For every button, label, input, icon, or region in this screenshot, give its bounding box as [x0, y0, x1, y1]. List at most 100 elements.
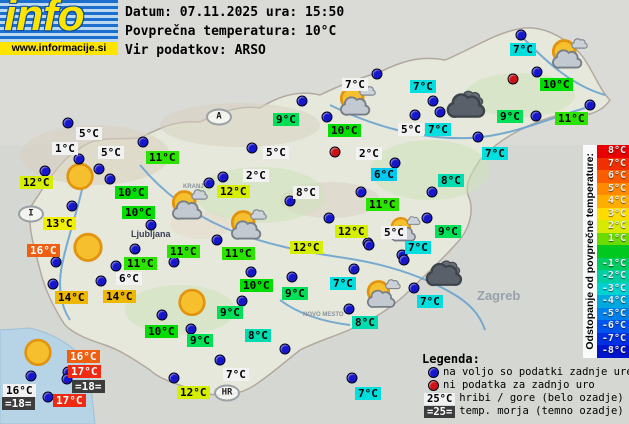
- blue-station-dot-icon: [371, 68, 383, 80]
- station-temp-label: 7°C: [482, 147, 508, 160]
- scale-band: -3°C: [597, 282, 629, 296]
- blue-station-dot-icon: [156, 309, 168, 321]
- blue-station-dot-icon: [217, 171, 229, 183]
- station-temp-label: 9°C: [217, 306, 243, 319]
- date-line: Datum: 07.11.2025 ura: 15:50: [125, 5, 345, 20]
- blue-station-dot-icon: [104, 173, 116, 185]
- sun-icon: [72, 231, 104, 263]
- blue-station-dot-icon: [343, 303, 355, 315]
- station-temp-label: 7°C: [223, 368, 249, 381]
- sun-icon: [177, 287, 207, 317]
- station-temp-label: 16°C: [67, 350, 100, 363]
- city-label: KRANJ: [183, 184, 204, 190]
- station-temp-label: 12°C: [217, 185, 250, 198]
- sun-cloud-icon: [546, 37, 590, 73]
- scale-band: 2°C: [597, 220, 629, 233]
- station-temp-label: 10°C: [240, 279, 273, 292]
- station-temp-label: 7°C: [410, 80, 436, 93]
- blue-station-dot-icon: [346, 372, 358, 384]
- country-marker-a: A: [206, 108, 232, 126]
- blue-station-dot-icon: [168, 372, 180, 384]
- station-temp-label: 7°C: [405, 241, 431, 254]
- scale-band: 7°C: [597, 157, 629, 171]
- station-temp-label: 11°C: [555, 112, 588, 125]
- scale-band: 8°C: [597, 145, 629, 158]
- station-temp-label: 11°C: [366, 198, 399, 211]
- map-legend: Legenda: na voljo so podatki zadnje ure …: [422, 352, 629, 418]
- red-dot-icon: [428, 380, 439, 391]
- station-temp-label: 7°C: [417, 295, 443, 308]
- legend-item-text: temp. morja (temno ozadje): [459, 405, 624, 417]
- station-temp-label: 12°C: [335, 225, 368, 238]
- scale-color-bar: 8°C 7°C 6°C 5°C 4°C 3°C 2°C 1°C -1°C -2°C -3°C -4°C…: [597, 145, 629, 358]
- station-temp-label: 9°C: [497, 110, 523, 123]
- station-temp-label: 8°C: [245, 329, 271, 342]
- station-temp-label: 2°C: [356, 147, 382, 160]
- station-temp-label: 16°C: [3, 384, 36, 397]
- red-station-dot-icon: [329, 146, 341, 158]
- city-label: NOVO MESTO: [303, 312, 344, 318]
- deviation-scale: Odstopanje od povprečne temperature: 8°C…: [583, 145, 629, 358]
- blue-station-dot-icon: [472, 131, 484, 143]
- blue-station-dot-icon: [245, 266, 257, 278]
- legend-item-sea-temp: =25= temp. morja (temno ozadje): [422, 405, 629, 418]
- blue-station-dot-icon: [515, 29, 527, 41]
- scale-band: -8°C: [597, 345, 629, 358]
- station-temp-label: 14°C: [55, 291, 88, 304]
- station-temp-label: 6°C: [116, 272, 142, 285]
- scale-band: -1°C: [597, 257, 629, 271]
- station-temp-label: 16°C: [27, 244, 60, 257]
- station-temp-label: 17°C: [53, 394, 86, 407]
- station-temp-label: 10°C: [115, 186, 148, 199]
- scale-band: -6°C: [597, 320, 629, 333]
- sun-cloud-icon: [225, 208, 269, 244]
- blue-station-dot-icon: [434, 106, 446, 118]
- station-temp-label: 11°C: [146, 151, 179, 164]
- sun-cloud-icon: [334, 84, 378, 120]
- cloud-icon: [423, 256, 465, 288]
- logo-wordmark: info: [4, 0, 85, 40]
- station-temp-label: 9°C: [435, 225, 461, 238]
- cloud-icon: [444, 86, 488, 120]
- site-logo[interactable]: info www.informacije.si: [0, 0, 118, 55]
- station-temp-label: 8°C: [293, 186, 319, 199]
- scale-band: -2°C: [597, 270, 629, 283]
- station-temp-label: 11°C: [222, 247, 255, 260]
- blue-station-dot-icon: [203, 177, 215, 189]
- station-temp-label: 5°C: [381, 226, 407, 239]
- blue-station-dot-icon: [409, 109, 421, 121]
- station-temp-label: 9°C: [282, 287, 308, 300]
- station-temp-label: 5°C: [263, 146, 289, 159]
- legend-item-mountains: 25°C hribi / gore (belo ozadje): [422, 392, 629, 405]
- logo-stripes: [0, 0, 118, 42]
- logo-url[interactable]: www.informacije.si: [0, 42, 118, 55]
- blue-station-dot-icon: [530, 110, 542, 122]
- station-temp-label: 5°C: [398, 123, 424, 136]
- station-temp-label: 1°C: [52, 142, 78, 155]
- blue-station-dot-icon: [584, 99, 596, 111]
- station-temp-label: 8°C: [352, 316, 378, 329]
- blue-station-dot-icon: [286, 271, 298, 283]
- blue-station-dot-icon: [95, 275, 107, 287]
- station-temp-label: 14°C: [103, 290, 136, 303]
- blue-station-dot-icon: [66, 200, 78, 212]
- scale-band: -5°C: [597, 307, 629, 321]
- scale-band: -7°C: [597, 332, 629, 346]
- blue-station-dot-icon: [321, 111, 333, 123]
- station-temp-label: 7°C: [355, 387, 381, 400]
- blue-station-dot-icon: [61, 373, 73, 385]
- station-temp-label: 7°C: [510, 43, 536, 56]
- header-info: Datum: 07.11.2025 ura: 15:50 Povprečna t…: [125, 3, 344, 60]
- blue-station-dot-icon: [426, 186, 438, 198]
- blue-station-dot-icon: [363, 239, 375, 251]
- blue-station-dot-icon: [73, 153, 85, 165]
- scale-band: 4°C: [597, 195, 629, 208]
- station-temp-label: 11°C: [167, 245, 200, 258]
- station-temp-label: 17°C: [68, 365, 101, 378]
- blue-station-dot-icon: [246, 142, 258, 154]
- station-temp-label: 7°C: [330, 277, 356, 290]
- station-temp-label: 2°C: [243, 169, 269, 182]
